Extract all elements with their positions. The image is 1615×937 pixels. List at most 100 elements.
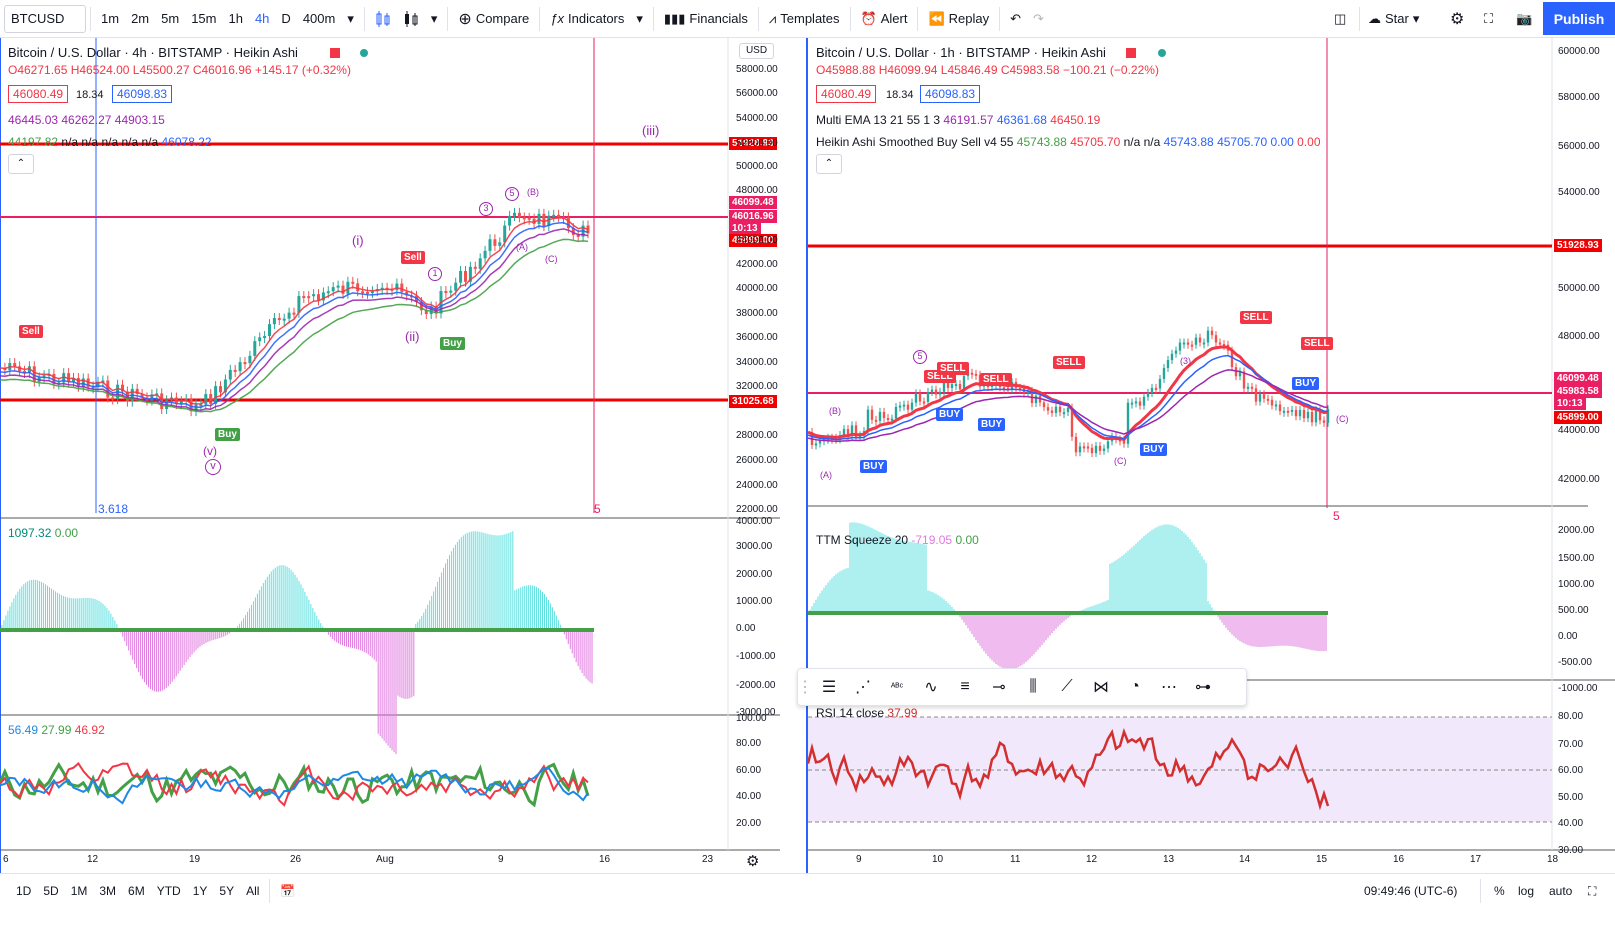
chevron-right-icon[interactable]: ⛶ [1588, 883, 1597, 898]
left-bid-box[interactable]: 46080.49 [8, 85, 69, 103]
interval-2m[interactable]: 2m [131, 11, 150, 26]
candle-body [1174, 350, 1178, 354]
range-1d[interactable]: 1D [16, 884, 32, 898]
gann-icon[interactable]: ⊶ [1195, 679, 1211, 696]
symbol-search[interactable]: BTCUSD [4, 4, 86, 33]
right-chart-canvas[interactable] [808, 38, 1615, 873]
candle-body [1190, 344, 1194, 347]
bar-chart-icon: ▮▮▮ [663, 10, 686, 26]
vertical-lines-icon[interactable]: ⫼ [1029, 678, 1037, 695]
clock-time[interactable]: 09:49:46 (UTC-6) [1364, 884, 1458, 898]
candle-body [312, 294, 316, 297]
right-collapse-button[interactable]: ⌃ [816, 154, 842, 174]
left-ask-box[interactable]: 46098.83 [112, 85, 173, 103]
candle-body [179, 401, 183, 405]
range-1m[interactable]: 1M [70, 884, 88, 898]
range-all[interactable]: All [246, 884, 260, 898]
compare-button[interactable]: ⊕ Compare [452, 4, 535, 34]
left-price-tick: 26000.00 [736, 455, 778, 466]
fullscreen-button[interactable]: ⛶ [1478, 4, 1499, 34]
right-ttm-tick: -500.00 [1558, 657, 1592, 668]
right-price-tick: 54000.00 [1558, 187, 1600, 198]
percent-toggle[interactable]: % [1494, 884, 1505, 898]
range-1y[interactable]: 1Y [192, 884, 208, 898]
auto-toggle[interactable]: auto [1549, 884, 1573, 898]
rsi-value: 37.99 [887, 706, 918, 720]
left-collapse-button[interactable]: ⌃ [8, 154, 34, 174]
path-icon[interactable]: ∿ [924, 679, 938, 696]
interval-1m[interactable]: 1m [101, 11, 120, 26]
star-button[interactable]: ☁ Star ▾ [1362, 4, 1425, 34]
settings-button[interactable]: ⚙ [1444, 4, 1470, 34]
redo-button[interactable]: ↷ [1027, 4, 1050, 34]
log-toggle[interactable]: log [1518, 884, 1535, 898]
drag-handle-icon[interactable]: ⋮ [797, 679, 813, 696]
range-6m[interactable]: 6M [128, 884, 145, 898]
candle-body [62, 373, 66, 383]
trend-line-icon[interactable]: ⟋ [1061, 678, 1073, 695]
fib-retracement-icon[interactable]: ≡ [960, 678, 970, 695]
left-chart-panel[interactable] [0, 38, 808, 873]
snapshot-button[interactable]: 📷 [1510, 4, 1538, 34]
left-tag-low: 45899.00 [729, 234, 777, 247]
publish-button[interactable]: Publish [1543, 2, 1615, 35]
elliott-wave-icon[interactable]: ⋰ [855, 679, 871, 696]
interval-4h[interactable]: 4h [254, 11, 270, 26]
fib-channel-icon[interactable]: ⋯ [1161, 679, 1177, 696]
bar-style-icon[interactable] [369, 4, 397, 34]
alarm-clock-icon: ⏰ [860, 10, 877, 26]
candles-icon[interactable] [397, 4, 425, 34]
candle-body [52, 373, 56, 384]
circle-arrow-icon[interactable]: ◔ [1130, 678, 1140, 695]
right-time-tick: 13 [1163, 854, 1175, 865]
right-rsi-tick: 80.00 [1558, 711, 1584, 722]
goto-date-button[interactable]: 📅 [274, 884, 301, 898]
indicators-button[interactable]: ƒx Indicators [544, 4, 630, 34]
left-chart-canvas[interactable] [0, 38, 808, 873]
left-currency-button[interactable]: USD [739, 43, 774, 59]
right-price-tick: 44000.00 [1558, 425, 1600, 436]
candle-body [910, 402, 914, 410]
candle-body [950, 384, 954, 389]
left-spread: 18.34 [76, 89, 104, 101]
left-price-tick: 54000.00 [736, 113, 778, 124]
right-ask-box[interactable]: 46098.83 [920, 85, 981, 103]
right-bid-box[interactable]: 46080.49 [816, 85, 877, 103]
interval-dropdown-icon[interactable]: ▾ [347, 10, 354, 26]
range-5y[interactable]: 5Y [219, 884, 235, 898]
candle-body [356, 283, 360, 292]
range-3m[interactable]: 3M [99, 884, 117, 898]
candle-body [918, 393, 922, 402]
financials-button[interactable]: ▮▮▮ Financials [658, 4, 754, 34]
horizontal-lines-icon[interactable]: ☰ [821, 679, 837, 696]
range-ytd[interactable]: YTD [156, 884, 181, 898]
interval-400m[interactable]: 400m [302, 11, 336, 26]
left-price-tick: 36000.00 [736, 332, 778, 343]
interval-5m[interactable]: 5m [161, 11, 180, 26]
left-osc-tick: 4000.00 [736, 516, 773, 527]
candle-body [346, 281, 350, 294]
separator [447, 6, 449, 31]
interval-1h[interactable]: 1h [228, 11, 243, 26]
wave-label-i: (i) [352, 233, 364, 248]
left-axis-settings-icon[interactable]: ⚙ [746, 853, 760, 870]
undo-button[interactable]: ↶ [1004, 4, 1027, 34]
abc-wave-icon[interactable]: ᴬᴮᶜ [890, 681, 904, 693]
alert-button[interactable]: ⏰ Alert [855, 4, 914, 34]
candle-body [1250, 386, 1254, 389]
chart-type-dropdown-icon[interactable]: ▾ [430, 10, 438, 26]
horizontal-ray-icon[interactable]: ⊸ [992, 679, 1006, 696]
candle-body [1198, 337, 1202, 343]
pattern-icon[interactable]: ⋈ [1093, 679, 1109, 696]
ttm-label: TTM Squeeze 20 [816, 533, 909, 547]
candle-body [258, 337, 262, 342]
right-red-square-icon [1126, 48, 1136, 58]
layout-button[interactable]: ◫ [1328, 4, 1352, 34]
candle-body [1078, 446, 1082, 453]
interval-d[interactable]: D [281, 11, 291, 26]
indicators-dropdown-icon[interactable]: ▾ [636, 10, 643, 26]
templates-button[interactable]: ⩘ Templates [763, 4, 846, 34]
replay-button[interactable]: ⏪ Replay [922, 4, 995, 34]
range-5d[interactable]: 5D [43, 884, 59, 898]
interval-15m[interactable]: 15m [191, 11, 217, 26]
